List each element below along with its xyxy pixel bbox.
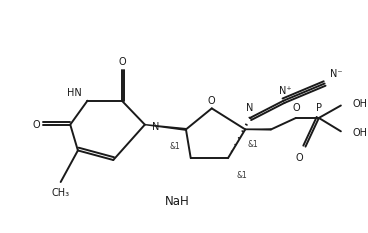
Polygon shape (245, 129, 271, 130)
Text: &1: &1 (169, 142, 180, 151)
Text: &1: &1 (248, 140, 258, 149)
Text: &1: &1 (236, 171, 247, 180)
Text: NaH: NaH (165, 195, 190, 208)
Text: O: O (292, 103, 300, 113)
Text: OH: OH (352, 99, 367, 109)
Text: N⁺: N⁺ (279, 86, 292, 96)
Text: O: O (296, 153, 304, 163)
Text: HN: HN (67, 88, 82, 98)
Text: OH: OH (352, 128, 367, 138)
Text: N⁻: N⁻ (330, 69, 342, 79)
Text: P: P (316, 103, 322, 113)
Text: O: O (32, 120, 40, 130)
Polygon shape (145, 125, 186, 130)
Text: N: N (152, 122, 160, 132)
Text: N: N (246, 103, 254, 113)
Text: O: O (118, 58, 126, 68)
Text: O: O (208, 96, 216, 106)
Text: CH₃: CH₃ (52, 188, 70, 199)
